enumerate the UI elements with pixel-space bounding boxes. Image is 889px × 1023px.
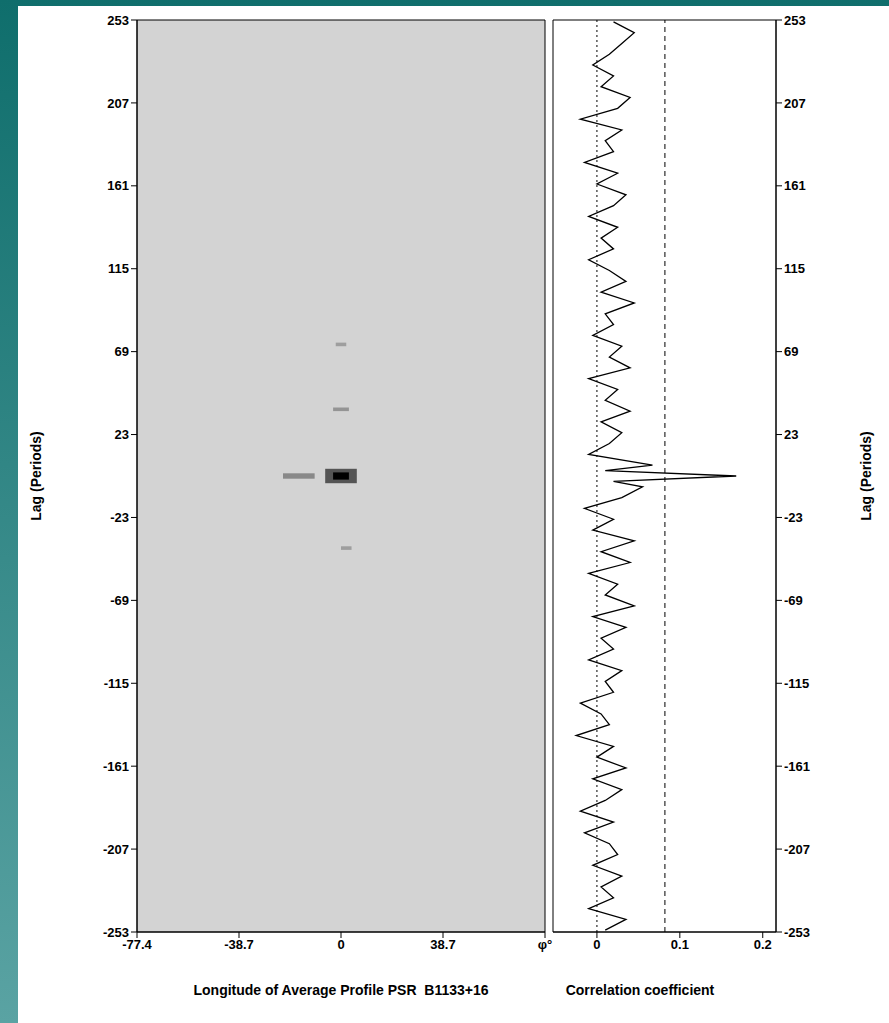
svg-text:0.1: 0.1 — [671, 937, 689, 952]
html-text:Longitude of Average Profile P: Longitude of Average Profile PSR B1133+1… — [193, 982, 489, 998]
svg-text:253: 253 — [784, 13, 806, 28]
svg-text:-207: -207 — [784, 842, 810, 857]
html-text:Lag (Periods): Lag (Periods) — [858, 431, 874, 521]
svg-text:207: 207 — [784, 96, 806, 111]
svg-text:0: 0 — [337, 937, 344, 952]
svg-text:-38.7: -38.7 — [224, 937, 254, 952]
svg-text:-253: -253 — [103, 925, 129, 940]
svg-text:-115: -115 — [104, 676, 129, 691]
svg-text:-23: -23 — [110, 510, 129, 525]
svg-text:69: 69 — [115, 344, 129, 359]
svg-text:38.7: 38.7 — [430, 937, 455, 952]
svg-text:23: 23 — [115, 427, 129, 442]
svg-text:207: 207 — [107, 96, 129, 111]
svg-text:-115: -115 — [784, 676, 809, 691]
svg-text:0.2: 0.2 — [754, 937, 772, 952]
svg-text:φ°: φ° — [538, 937, 553, 952]
svg-text:-161: -161 — [103, 759, 129, 774]
html-text:Correlation coefficient: Correlation coefficient — [565, 982, 715, 998]
svg-text:0: 0 — [593, 937, 600, 952]
svg-text:-207: -207 — [103, 842, 129, 857]
svg-text:69: 69 — [784, 344, 798, 359]
svg-text:-69: -69 — [784, 593, 803, 608]
svg-text:161: 161 — [784, 178, 806, 193]
svg-text:23: 23 — [784, 427, 798, 442]
svg-text:253: 253 — [107, 13, 129, 28]
svg-text:161: 161 — [107, 178, 129, 193]
svg-text:-23: -23 — [784, 510, 803, 525]
svg-text:-253: -253 — [784, 925, 810, 940]
svg-text:115: 115 — [108, 261, 129, 276]
svg-text:115: 115 — [784, 261, 805, 276]
svg-text:-161: -161 — [784, 759, 810, 774]
svg-text:-69: -69 — [110, 593, 129, 608]
svg-text:-77.4: -77.4 — [122, 937, 152, 953]
html-text:Lag (Periods): Lag (Periods) — [28, 431, 44, 521]
